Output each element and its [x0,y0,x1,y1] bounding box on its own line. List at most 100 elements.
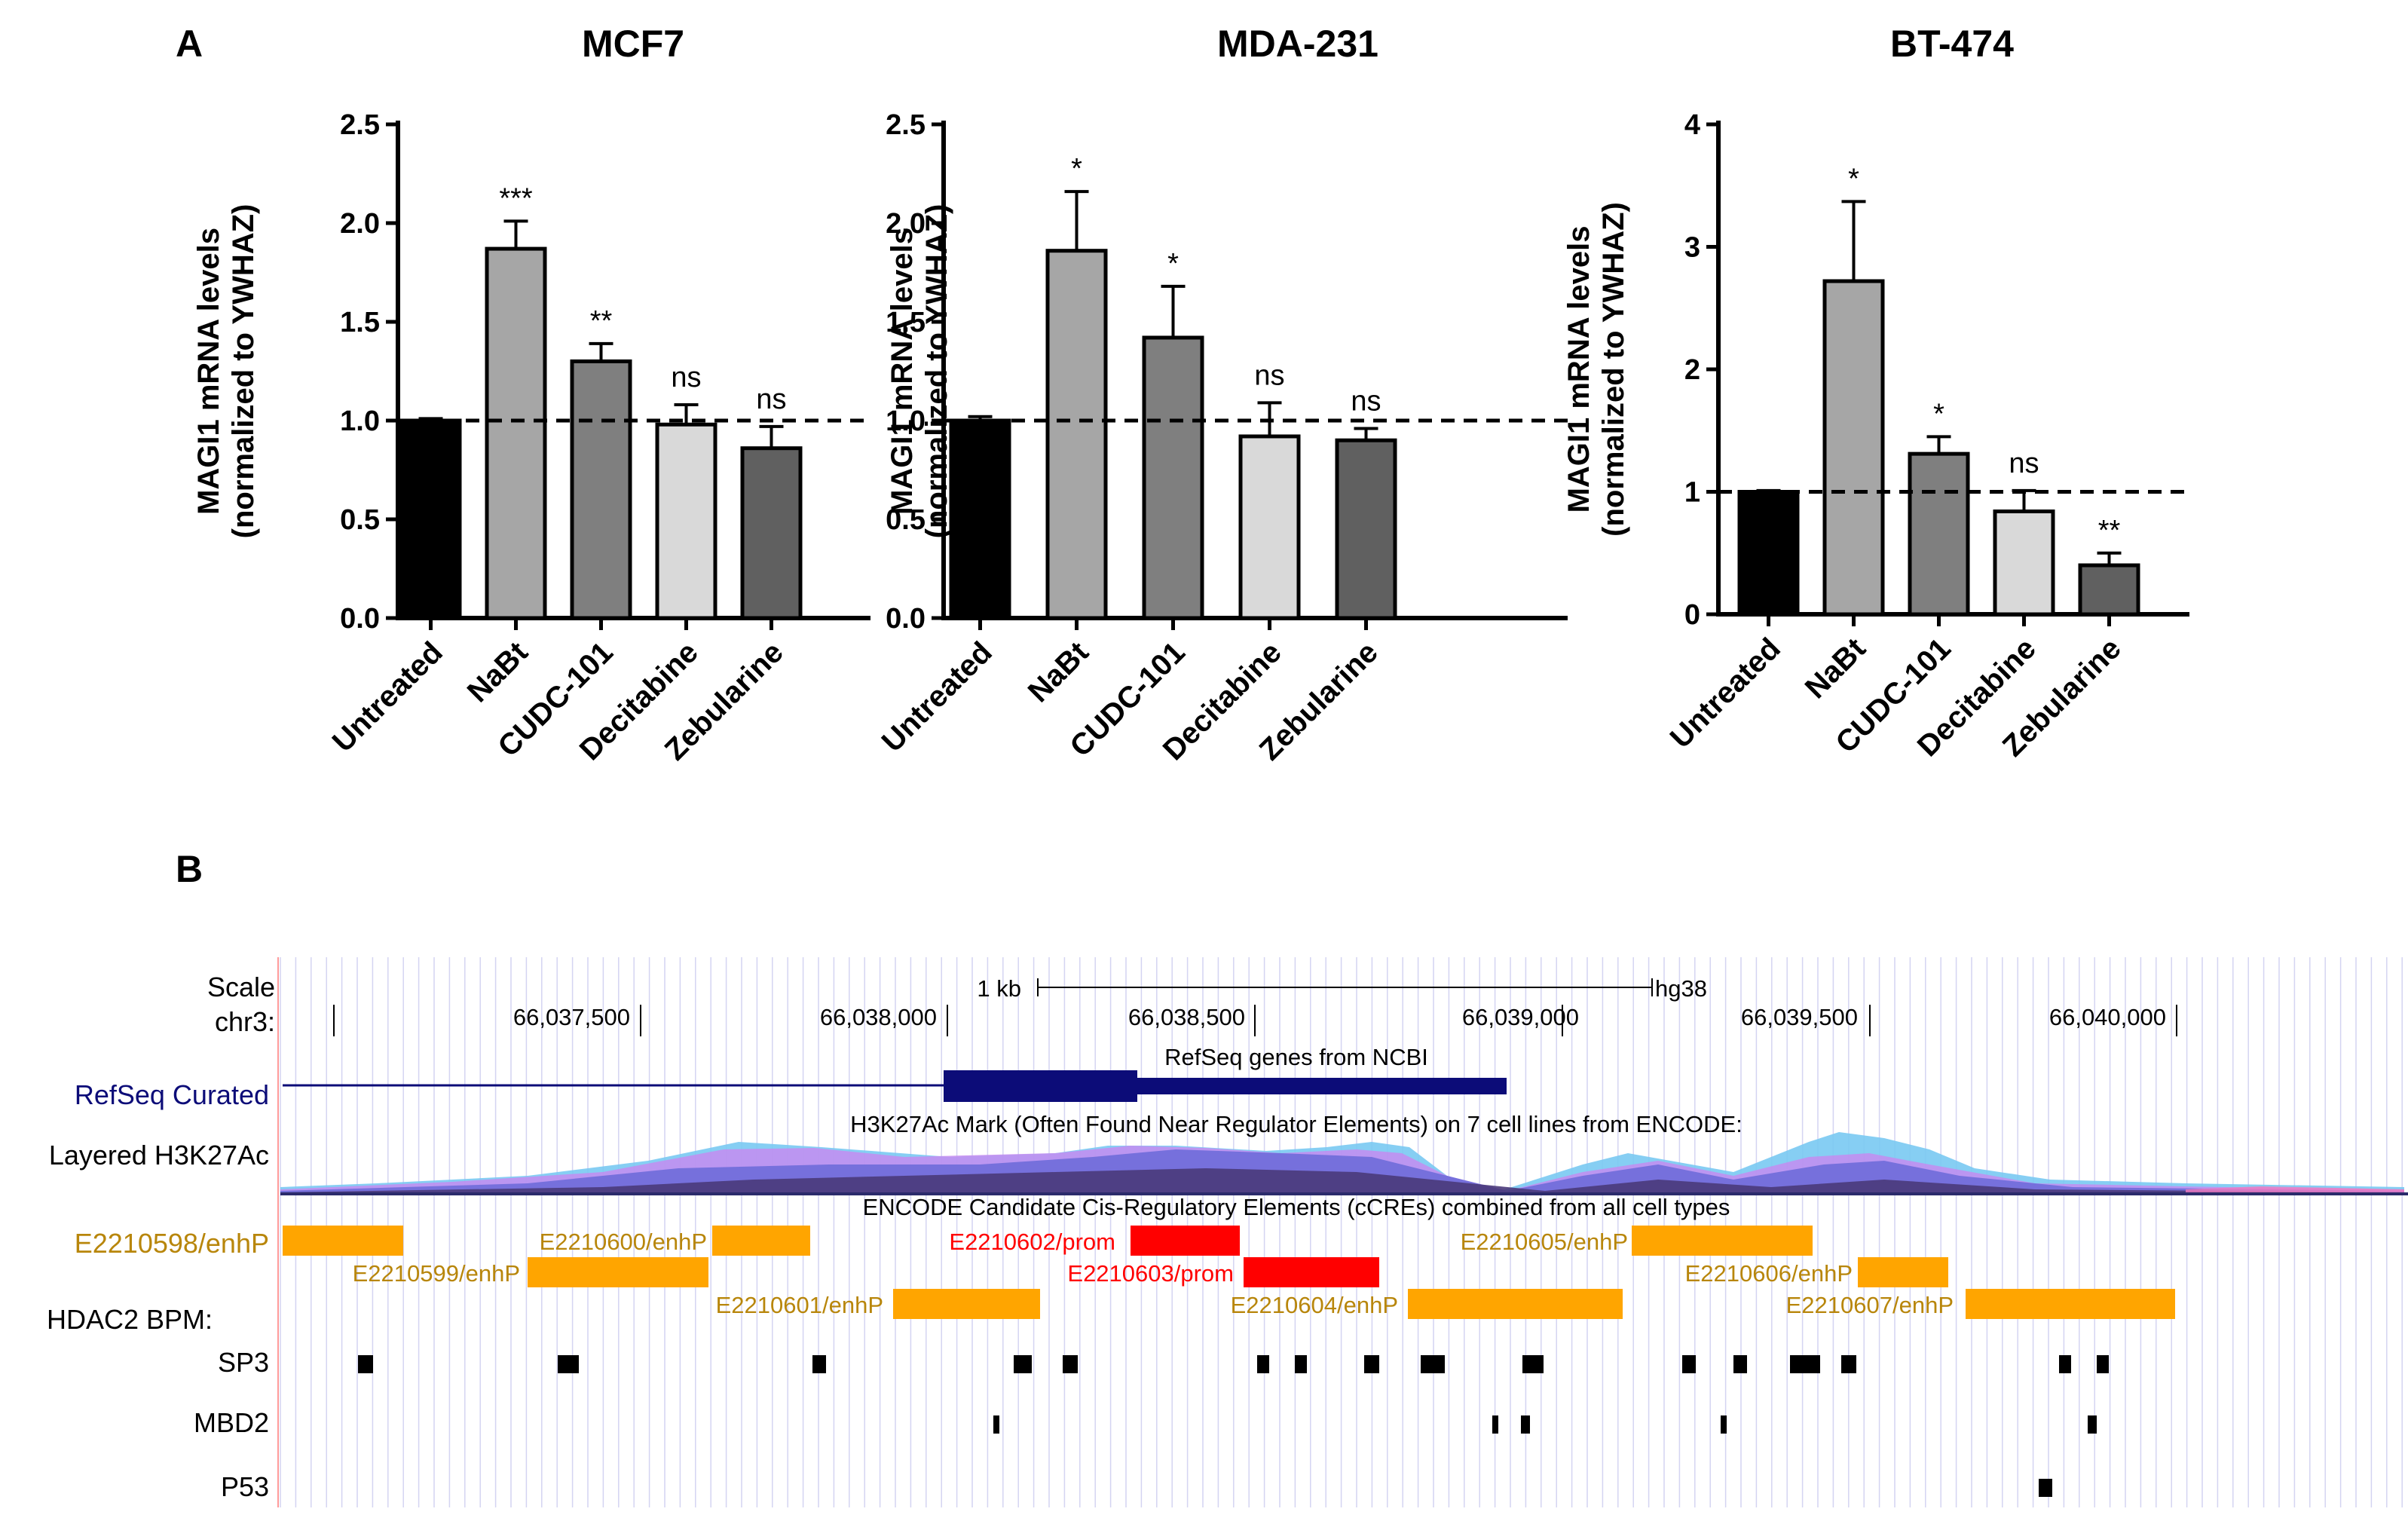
y-tick-label: 2.5 [886,109,926,141]
sp3-peak[interactable] [2097,1355,2109,1373]
bar [740,446,803,620]
significance-label: *** [499,182,533,214]
significance-label: ns [756,384,786,415]
ccre-element[interactable] [528,1257,708,1287]
sp3-peak[interactable] [1790,1355,1820,1373]
y-axis-label: MAGI1 mRNA levels(normalized to YWHAZ) [886,204,953,539]
ccre-label: E2210606/enhP [1685,1260,1853,1287]
sp3-peak[interactable] [1682,1355,1696,1373]
chart-title: MCF7 [582,23,684,65]
sp3-peak[interactable] [1733,1355,1747,1373]
chart-title: MDA-231 [1217,23,1378,65]
y-tick-label: 1.0 [340,405,380,437]
browser-grid [280,957,2403,1507]
first-ccre-label: E2210598/enhP [75,1228,269,1259]
bar [1335,438,1397,620]
y-tick-label: 0.0 [340,603,380,635]
bar [1822,279,1885,617]
sp3-peak[interactable] [1364,1355,1379,1373]
sp3-peak[interactable] [1841,1355,1856,1373]
h3k27ac-track-label[interactable]: Layered H3K27Ac [49,1140,269,1171]
sp3-peak[interactable] [558,1355,579,1373]
ccre-label: E2210607/enhP [1786,1292,1954,1318]
bar [485,246,547,620]
h3k27ac-signal [280,1132,2408,1195]
significance-label: * [1933,398,1944,430]
mbd2-peak[interactable] [2088,1415,2097,1434]
x-tick-label: NaBt [1022,635,1095,708]
bar [1737,490,1800,617]
mbd2-peak[interactable] [993,1415,999,1434]
ccre-label: E2210599/enhP [353,1260,520,1287]
refseq-track-label[interactable]: RefSeq Curated [75,1079,269,1110]
ccre-track-title: ENCODE Candidate Cis-Regulatory Elements… [863,1194,1730,1220]
y-tick-label: 1.0 [886,405,926,437]
mbd2-peak[interactable] [1721,1415,1727,1434]
sp3-peak[interactable] [1063,1355,1078,1373]
y-tick-label: 1.5 [886,307,926,338]
p53-peak[interactable] [2039,1479,2052,1497]
sp3-peak[interactable] [1522,1355,1544,1373]
significance-label: * [1071,153,1082,185]
coordinate-label: 66,039,000 [1462,1004,1579,1030]
h3k27ac-track-title: H3K27Ac Mark (Often Found Near Regulator… [850,1111,1743,1137]
chr-label: chr3: [215,1006,275,1037]
ccre-element[interactable] [1408,1289,1623,1319]
hdac2-track-label[interactable]: HDAC2 BPM: [47,1304,213,1335]
assembly-label: hg38 [1655,975,1707,1002]
ccre-label: E2210602/prom [949,1229,1115,1255]
coordinate-label: 66,038,500 [1128,1004,1245,1030]
signal-layer-dark [280,1168,2404,1194]
ccre-track: E2210599/enhP E2210600/enhP E2210601/enh… [283,1226,2175,1319]
significance-label: ns [2009,448,2039,479]
ccre-promoter[interactable] [1244,1257,1379,1287]
panel-a-label: A [176,23,203,65]
y-tick-label: 0.0 [886,603,926,635]
bt474-bar-chart: BT-474 MAGI1 mRNA levels(normalized to YW… [1562,23,2189,763]
ccre-element[interactable] [283,1226,403,1256]
x-tick-label: NaBt [461,635,534,708]
refseq-gene[interactable] [283,1070,1507,1102]
sp3-track-label[interactable]: SP3 [218,1347,269,1378]
bar [655,422,718,620]
sp3-peak[interactable] [358,1355,373,1373]
x-tick-label: NaBt [1799,632,1872,705]
y-tick-label: 2.5 [340,109,380,141]
sp3-peak[interactable] [1257,1355,1269,1373]
sp3-peak[interactable] [812,1355,826,1373]
significance-label: * [1167,248,1179,280]
significance-label: ns [1351,385,1381,417]
ccre-element[interactable] [1858,1257,1948,1287]
ccre-label: E2210605/enhP [1461,1229,1628,1255]
y-tick-label: 1.5 [340,307,380,338]
ccre-promoter[interactable] [1131,1226,1240,1256]
mbd2-peak[interactable] [1521,1415,1530,1434]
mbd2-peaks [993,1415,2097,1434]
y-tick-label: 1 [1684,477,1700,509]
p53-track-label[interactable]: P53 [221,1471,269,1502]
bar [1993,510,2055,617]
sp3-peak[interactable] [1421,1355,1445,1373]
bar [949,418,1011,620]
bar [1238,434,1301,620]
ccre-element[interactable] [712,1226,810,1256]
y-tick-label: 2 [1684,354,1700,386]
ccre-element[interactable] [1632,1226,1813,1256]
refseq-track-title: RefSeq genes from NCBI [1164,1044,1428,1070]
mbd2-track-label[interactable]: MBD2 [194,1407,269,1438]
sp3-peak[interactable] [1014,1355,1032,1373]
mbd2-peak[interactable] [1492,1415,1498,1434]
significance-label: ns [1254,360,1284,391]
ccre-element[interactable] [1966,1289,2175,1319]
sp3-peak[interactable] [1295,1355,1307,1373]
y-tick-label: 0.5 [886,504,926,536]
significance-label: * [1848,163,1859,194]
bar [1045,249,1108,620]
chart-title: BT-474 [1890,23,2014,65]
x-tick-label: Untreated [876,635,999,758]
coordinate-ruler: 66,037,500 66,038,000 66,038,500 66,039,… [333,1004,2177,1036]
sp3-peak[interactable] [2059,1355,2071,1373]
ccre-element[interactable] [893,1289,1040,1319]
sp3-peaks [358,1355,2109,1373]
